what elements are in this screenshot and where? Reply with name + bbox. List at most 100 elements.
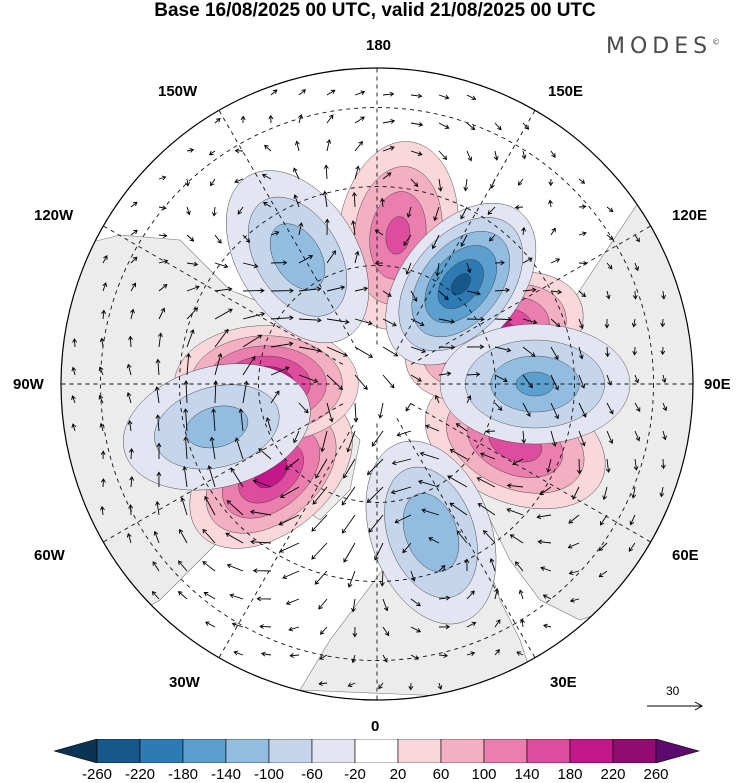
wind-vector: [259, 624, 272, 629]
wind-vector: [512, 458, 524, 466]
wind-vector: [631, 318, 637, 328]
latitude-circle-40: [179, 186, 575, 582]
wind-vector: [466, 395, 472, 404]
wind-vector: [629, 514, 636, 526]
wind-vector: [298, 222, 304, 236]
wind-vector: [298, 317, 322, 323]
wind-vector: [438, 150, 448, 161]
wind-vector: [326, 89, 336, 96]
colorbar-cell-12: [569, 739, 614, 763]
lon-label-150w: 150W: [158, 83, 198, 100]
wind-vector: [242, 234, 251, 243]
wind-vector: [324, 218, 330, 236]
wind-vector: [378, 402, 384, 419]
wind-vector: [606, 206, 614, 213]
colorbar-cell-6: [311, 739, 356, 763]
wind-vector: [354, 318, 373, 326]
wind-vector: [550, 374, 559, 391]
wind-vector: [186, 261, 199, 267]
latitude-circle-60: [258, 265, 496, 503]
wind-vector: [341, 486, 356, 506]
wind-vectors: [71, 89, 668, 691]
wind-vector: [242, 262, 259, 269]
wind-vector: [126, 391, 132, 404]
colorbar-cell-0: [54, 739, 98, 763]
wind-vector: [129, 476, 135, 488]
wind-vector: [177, 591, 188, 600]
wind-vector: [262, 202, 272, 208]
wind-vector: [182, 465, 188, 488]
wind-vector: [437, 682, 443, 690]
wind-vector: [214, 234, 222, 244]
lon-label-90e: 90E: [704, 376, 731, 393]
wind-vector: [158, 307, 166, 320]
wind-vector: [521, 150, 527, 160]
wind-vector: [326, 318, 350, 325]
wind-vector: [211, 408, 217, 432]
wind-vector: [606, 374, 612, 386]
wind-vector: [485, 428, 496, 434]
latitude-circle-20: [100, 107, 654, 661]
wind-vector: [494, 317, 513, 322]
wind-vector: [576, 458, 582, 475]
wind-vector: [598, 570, 608, 578]
wind-vector: [598, 542, 608, 552]
wind-vector: [293, 167, 300, 180]
wind-vector: [322, 190, 328, 208]
wind-vector: [634, 234, 640, 243]
wind-vector: [293, 430, 300, 444]
wind-vector: [155, 414, 161, 432]
wind-vector: [521, 226, 527, 236]
wind-vector: [371, 430, 384, 447]
wind-vector: [374, 542, 384, 561]
wind-vector: [354, 374, 368, 390]
colorbar-tick-label: -20: [344, 766, 366, 783]
wind-vector: [202, 528, 216, 544]
wind-vector: [438, 595, 451, 601]
wind-vector: [186, 329, 195, 348]
wind-vector: [438, 94, 450, 100]
wind-vector: [351, 191, 357, 208]
wind-vector: [438, 290, 449, 301]
wind-vector: [158, 175, 167, 181]
anomaly-contour: [402, 493, 460, 572]
wind-vector: [270, 288, 294, 294]
wind-vector: [186, 206, 191, 216]
wind-vector: [489, 234, 496, 242]
wind-vector: [463, 178, 469, 192]
wind-vector: [240, 115, 246, 124]
wind-vector: [98, 395, 104, 404]
wind-vector: [382, 346, 399, 357]
wind-vector: [410, 598, 421, 607]
wind-vector: [214, 262, 229, 269]
wind-vector: [154, 386, 160, 404]
wind-vector: [466, 150, 473, 162]
colorbar-cell-9: [440, 739, 485, 763]
wind-vector: [298, 286, 322, 292]
wind-vector: [634, 430, 641, 442]
wind-vector: [437, 178, 443, 192]
wind-vector: [155, 358, 161, 376]
wind-vector: [396, 430, 412, 437]
wind-vector: [242, 334, 263, 348]
wind-vector: [410, 150, 423, 156]
wind-vector: [351, 598, 356, 613]
wind-vector: [447, 475, 468, 488]
wind-vector: [288, 626, 300, 632]
wind-vector: [128, 335, 133, 348]
wind-vector: [270, 230, 280, 236]
wind-vector: [268, 114, 274, 124]
wind-vector: [99, 422, 105, 432]
wind-vector: [410, 122, 424, 127]
wind-vector: [477, 503, 496, 516]
wind-vector: [578, 231, 587, 237]
wind-vector: [410, 290, 418, 302]
wind-vector: [410, 654, 419, 660]
wind-vector: [522, 346, 536, 357]
wind-vector: [318, 681, 328, 687]
reference-vector-label: 30: [666, 684, 680, 698]
wind-vector: [130, 256, 138, 264]
wind-vector: [405, 262, 412, 275]
wind-vector: [242, 355, 256, 376]
wind-vector: [320, 430, 328, 453]
